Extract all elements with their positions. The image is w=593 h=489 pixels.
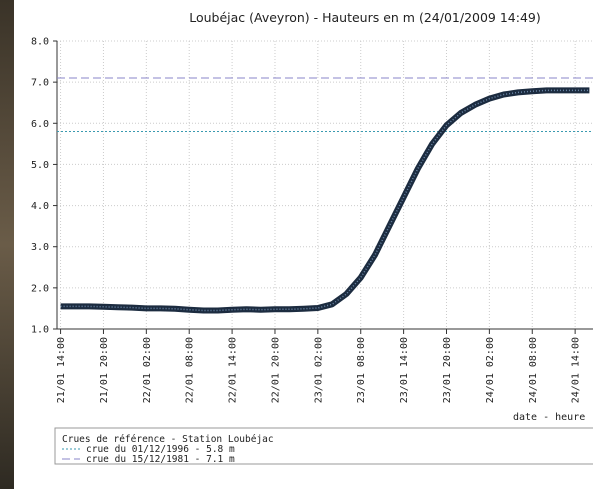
y-tick-label: 1.0: [31, 325, 49, 336]
x-tick-label: 23/01 20:00: [442, 337, 453, 403]
x-tick-label: 23/01 14:00: [399, 337, 410, 403]
x-tick-label: 24/01 14:00: [571, 337, 582, 403]
y-tick-label: 2.0: [31, 283, 49, 294]
x-tick-label: 24/01 08:00: [528, 337, 539, 403]
y-tick-label: 4.0: [31, 201, 49, 212]
photo-strip: [0, 0, 14, 489]
chart: Loubéjac (Aveyron) - Hauteurs en m (24/0…: [0, 0, 593, 489]
panel: [14, 0, 593, 489]
legend-label: crue du 15/12/1981 - 7.1 m: [86, 454, 235, 465]
x-tick-label: 21/01 14:00: [56, 337, 67, 403]
y-tick-label: 3.0: [31, 242, 49, 253]
x-tick-label: 22/01 14:00: [228, 337, 239, 403]
y-tick-label: 5.0: [31, 160, 49, 171]
y-tick-label: 6.0: [31, 119, 49, 130]
legend-title: Crues de référence - Station Loubéjac: [62, 434, 274, 445]
x-tick-label: 22/01 02:00: [142, 337, 153, 403]
x-axis-label: date - heure: [513, 412, 585, 423]
x-tick-label: 22/01 08:00: [185, 337, 196, 403]
chart-title: Loubéjac (Aveyron) - Hauteurs en m (24/0…: [189, 10, 541, 25]
x-tick-label: 23/01 08:00: [356, 337, 367, 403]
x-tick-label: 21/01 20:00: [99, 337, 110, 403]
x-tick-label: 22/01 20:00: [270, 337, 281, 403]
y-tick-label: 8.0: [31, 37, 49, 48]
x-tick-label: 23/01 02:00: [313, 337, 324, 403]
x-tick-label: 24/01 02:00: [485, 337, 496, 403]
y-tick-label: 7.0: [31, 78, 49, 89]
